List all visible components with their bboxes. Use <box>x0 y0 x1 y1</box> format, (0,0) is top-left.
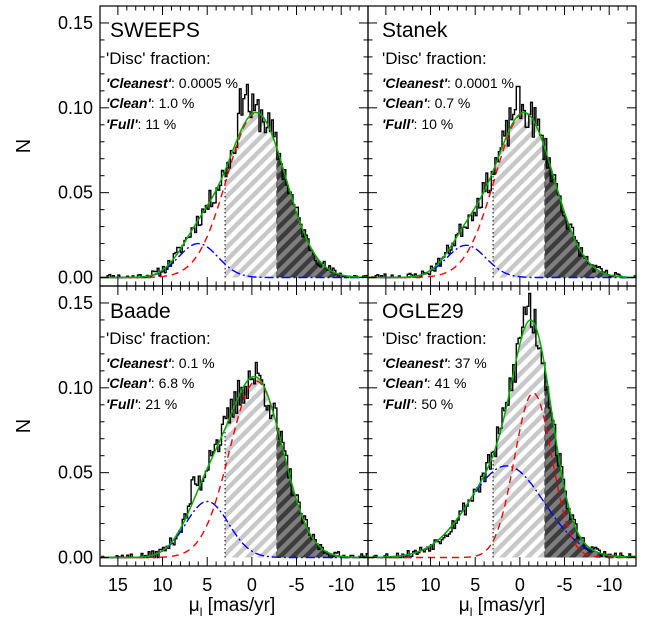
annotation-row-cleanest: 'Cleanest': 0.0001 % <box>382 75 514 91</box>
panel-ogle29: 15 10 5 0 -5 -10 OGLE29 'Disc' fraction: 'Cle… <box>367 285 637 595</box>
annotation-value: : 0.1 % <box>171 355 215 371</box>
annotation-row-full: 'Full': 21 % <box>106 396 177 412</box>
y-tick-label: 0.00 <box>58 548 93 568</box>
y-tick-label: 0.15 <box>58 293 93 313</box>
annotation-row-clean: 'Clean': 0.7 % <box>382 95 470 111</box>
light-hatched-region <box>225 376 277 558</box>
x-tick-label: -5 <box>557 575 573 595</box>
x-tick-label: 5 <box>470 575 480 595</box>
annotation-value: : 21 % <box>138 396 178 412</box>
y-tick-label: 0.00 <box>58 268 93 288</box>
annotation-row-full: 'Full': 10 % <box>382 116 453 132</box>
panel-title: SWEEPS <box>110 19 200 42</box>
disc-component-curve <box>368 465 636 559</box>
annotation-label: 'Clean' <box>106 95 151 111</box>
annotation-label: 'Full' <box>106 116 138 132</box>
dark-hatched-region <box>276 148 368 278</box>
x-tick-label: -10 <box>328 575 354 595</box>
x-tick-label: -5 <box>289 575 305 595</box>
light-hatched-region <box>225 112 277 278</box>
x-axis-subscript: l <box>470 605 473 618</box>
annotation-value: : 0.0005 % <box>171 75 238 91</box>
annotation-row-full: 'Full': 50 % <box>382 396 453 412</box>
total-fit-curve <box>100 375 368 559</box>
annotation-row-cleanest: 'Cleanest': 0.0005 % <box>106 75 238 91</box>
x-axis-label-left: μl [mas/yr] <box>189 595 275 618</box>
annotation-value: : 37 % <box>447 355 487 371</box>
annotation-label: 'Full' <box>382 396 414 412</box>
total-fit-curve <box>368 319 636 559</box>
annotation-value: : 6.8 % <box>151 375 195 391</box>
x-axis-label-right: μl [mas/yr] <box>459 595 545 618</box>
annotation-label: 'Cleanest' <box>106 75 172 91</box>
y-axis-label-top: N <box>13 139 35 153</box>
annotation-value: : 0.7 % <box>427 95 471 111</box>
x-tick-label: 5 <box>202 575 212 595</box>
histogram-line <box>100 83 368 279</box>
x-axis-unit: [mas/yr] <box>472 595 545 616</box>
dark-hatched-region <box>276 425 368 558</box>
x-axis-symbol: μ <box>459 595 470 616</box>
light-hatched-region <box>493 320 545 558</box>
annotation-label: 'Full' <box>382 116 414 132</box>
annotation-row-cleanest: 'Cleanest': 37 % <box>382 355 487 371</box>
bulge-component-curve <box>368 392 636 559</box>
panel-title: OGLE29 <box>382 300 464 323</box>
x-tick-label: 10 <box>421 575 441 595</box>
y-tick-label: 0.10 <box>58 378 93 398</box>
total-fit-curve <box>100 111 368 279</box>
annotation-row-clean: 'Clean': 6.8 % <box>106 375 194 391</box>
disc-fraction-heading: 'Disc' fraction: <box>106 49 211 68</box>
dark-hatched-region <box>544 367 636 558</box>
x-tick-label: -10 <box>596 575 622 595</box>
disc-component-curve <box>100 500 368 559</box>
x-axis-subscript: l <box>200 605 203 618</box>
annotation-value: : 0.0001 % <box>447 75 514 91</box>
disc-component-curve <box>100 242 368 279</box>
dark-hatched-region <box>544 148 636 278</box>
panel-baade: 15 10 5 0 -5 -10 0.00 0.05 0.10 0.15 Baade 'Disc'… <box>58 285 369 595</box>
y-tick-label: 0.15 <box>58 13 93 33</box>
annotation-label: 'Clean' <box>382 95 427 111</box>
annotation-value: : 11 % <box>138 116 177 132</box>
x-axis-unit: [mas/yr] <box>202 595 275 616</box>
x-tick-label: 15 <box>376 575 396 595</box>
annotation-value: : 10 % <box>414 116 454 132</box>
total-fit-curve <box>368 111 636 279</box>
y-tick-label: 0.05 <box>58 463 93 483</box>
annotation-row-clean: 'Clean': 1.0 % <box>106 95 194 111</box>
y-tick-label: 0.10 <box>58 98 93 118</box>
y-axis-label-bottom: N <box>13 419 35 433</box>
annotation-label: 'Cleanest' <box>382 75 448 91</box>
panel-stanek: Stanek 'Disc' fraction: 'Cleanest': 0.00… <box>367 5 637 287</box>
light-hatched-region <box>493 112 545 278</box>
x-tick-label: 0 <box>247 575 257 595</box>
annotation-label: 'Full' <box>106 396 138 412</box>
disc-fraction-heading: 'Disc' fraction: <box>382 49 487 68</box>
disc-fraction-heading: 'Disc' fraction: <box>106 329 211 348</box>
y-tick-label: 0.05 <box>58 183 93 203</box>
annotation-value: : 50 % <box>414 396 454 412</box>
annotation-value: : 41 % <box>427 375 467 391</box>
x-tick-label: 10 <box>153 575 173 595</box>
annotation-label: 'Clean' <box>106 375 151 391</box>
panel-title: Stanek <box>382 19 448 42</box>
panel-sweeps: 0.00 0.05 0.10 0.15 SWEEPS 'Disc' fraction:… <box>58 5 369 288</box>
panel-title: Baade <box>110 300 171 323</box>
disc-fraction-heading: 'Disc' fraction: <box>382 329 487 348</box>
annotation-label: 'Cleanest' <box>382 355 448 371</box>
annotation-row-clean: 'Clean': 41 % <box>382 375 467 391</box>
x-tick-label: 15 <box>108 575 128 595</box>
x-axis-symbol: μ <box>189 595 200 616</box>
annotation-label: 'Cleanest' <box>106 355 172 371</box>
annotation-row-cleanest: 'Cleanest': 0.1 % <box>106 355 215 371</box>
disc-component-curve <box>368 244 636 279</box>
x-tick-label: 0 <box>515 575 525 595</box>
annotation-row-full: 'Full': 11 % <box>106 116 176 132</box>
annotation-label: 'Clean' <box>382 375 427 391</box>
annotation-value: : 1.0 % <box>151 95 195 111</box>
